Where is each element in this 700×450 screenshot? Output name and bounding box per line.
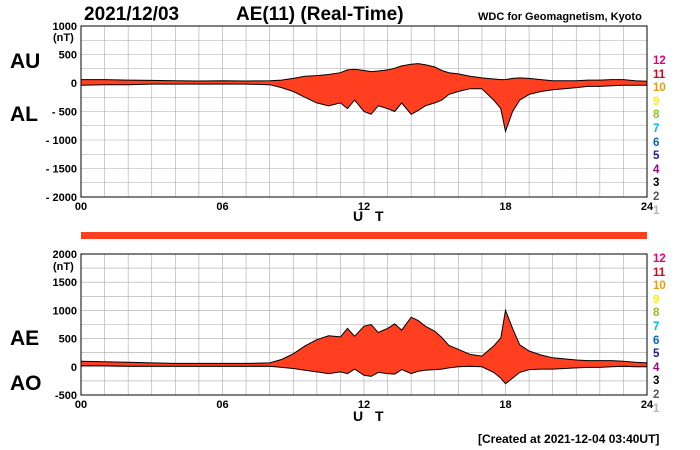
bottom-panel-y-tick-label: -500 bbox=[55, 390, 77, 402]
bottom-panel-x-tick-label: 12 bbox=[358, 399, 370, 411]
top-panel-x-tick-label: 06 bbox=[216, 201, 228, 213]
top-panel-y-tick-label: - 500 bbox=[52, 107, 77, 119]
top-panel-y-tick-label: - 2000 bbox=[46, 192, 77, 204]
top-panel-y-tick-label: 1000 bbox=[53, 21, 77, 33]
legend-level-11: 11 bbox=[653, 266, 666, 279]
ao-label: AO bbox=[10, 372, 42, 395]
legend-level-2: 2 bbox=[653, 388, 660, 401]
bottom-panel-y-tick-label: 1000 bbox=[53, 305, 77, 317]
top-panel-y-tick-label: 0 bbox=[71, 78, 77, 90]
legend-level-3: 3 bbox=[653, 375, 660, 388]
legend-level-10: 10 bbox=[653, 280, 666, 293]
au-label: AU bbox=[10, 50, 41, 73]
legend-level-8: 8 bbox=[653, 109, 660, 122]
legend-level-3: 3 bbox=[653, 177, 660, 190]
bottom-panel-area-fill bbox=[81, 310, 647, 384]
top-panel-x-tick-label: 00 bbox=[75, 201, 87, 213]
top-panel-x-tick-label: 18 bbox=[499, 201, 511, 213]
legend-level-5: 5 bbox=[653, 150, 660, 163]
chart-date: 2021/12/03 bbox=[84, 4, 180, 25]
top-panel-upper-trace bbox=[81, 63, 648, 82]
legend-level-7: 7 bbox=[653, 320, 660, 333]
top-panel-area-fill bbox=[81, 63, 647, 132]
top-units-label: (nT) bbox=[53, 32, 74, 44]
legend-level-12: 12 bbox=[653, 55, 666, 67]
bottom-panel-y-tick-label: 0 bbox=[71, 362, 77, 374]
legend-level-7: 7 bbox=[653, 122, 660, 135]
legend-level-6: 6 bbox=[653, 334, 660, 347]
bottom-x-axis-label: U T bbox=[353, 408, 388, 424]
top-panel-lower-trace bbox=[80, 83, 647, 134]
bottom-units-label: (nT) bbox=[53, 261, 74, 273]
ae-label: AE bbox=[10, 327, 40, 350]
data-status-bar bbox=[81, 232, 647, 239]
top-panel-y-tick-label: 500 bbox=[59, 50, 77, 62]
legend-level-8: 8 bbox=[653, 307, 660, 320]
bottom-panel-x-tick-label: 06 bbox=[216, 399, 228, 411]
bottom-panel-y-tick-label: 500 bbox=[59, 334, 77, 346]
top-panel-frame bbox=[80, 25, 648, 198]
data-source-label: WDC for Geomagnetism, Kyoto bbox=[478, 11, 642, 23]
bottom-panel-x-tick-label: 24 bbox=[641, 399, 654, 411]
chart-title: AE(11) (Real-Time) bbox=[236, 4, 404, 25]
legend-level-1: 1 bbox=[653, 402, 660, 415]
legend-level-12: 12 bbox=[653, 253, 666, 265]
top-panel-x-tick-label: 24 bbox=[641, 201, 654, 213]
station-count-legend-bottom: 12 11 10 9 8 7 6 5 4 3 2 1 bbox=[653, 253, 666, 416]
legend-level-5: 5 bbox=[653, 348, 660, 361]
bottom-panel-y-tick-label: 1500 bbox=[53, 277, 77, 289]
station-count-legend-top: 12 11 10 9 8 7 6 5 4 3 2 1 bbox=[653, 55, 666, 218]
top-panel-x-tick-label: 12 bbox=[358, 201, 370, 213]
bottom-panel-frame bbox=[80, 253, 648, 396]
top-x-axis-label: U T bbox=[353, 208, 388, 224]
legend-level-1: 1 bbox=[653, 204, 660, 217]
legend-level-10: 10 bbox=[653, 82, 666, 95]
legend-level-11: 11 bbox=[653, 68, 666, 81]
bottom-panel-y-tick-label: 2000 bbox=[53, 249, 77, 261]
legend-level-4: 4 bbox=[653, 163, 660, 176]
bottom-panel-x-tick-label: 00 bbox=[75, 399, 87, 411]
bottom-panel-x-tick-label: 18 bbox=[499, 399, 511, 411]
legend-level-9: 9 bbox=[653, 95, 660, 108]
bottom-panel-upper-trace bbox=[80, 308, 648, 364]
legend-level-4: 4 bbox=[653, 361, 660, 374]
legend-level-6: 6 bbox=[653, 136, 660, 149]
created-timestamp: [Created at 2021-12-04 03:40UT] bbox=[478, 432, 660, 446]
top-panel-y-tick-label: - 1500 bbox=[46, 164, 77, 176]
bottom-panel-lower-trace bbox=[81, 365, 647, 385]
al-label: AL bbox=[10, 103, 38, 126]
legend-level-2: 2 bbox=[653, 190, 660, 203]
top-panel-y-tick-label: - 1000 bbox=[46, 135, 77, 147]
legend-level-9: 9 bbox=[653, 293, 660, 306]
